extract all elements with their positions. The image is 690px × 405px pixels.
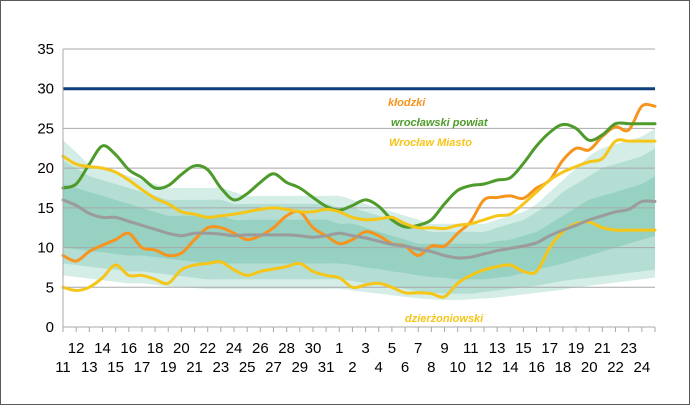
x-tick-label: 14 [94, 340, 111, 357]
x-tick-label: 13 [81, 359, 98, 376]
x-tick-label: 15 [515, 340, 532, 357]
x-tick-label: 1 [335, 340, 343, 357]
x-tick-label: 21 [186, 359, 203, 376]
x-tick-label: 15 [107, 359, 124, 376]
x-tick-label: 11 [55, 359, 71, 376]
x-tick-label: 18 [555, 359, 572, 376]
x-tick-label: 4 [375, 359, 383, 376]
x-tick-label: 10 [449, 359, 466, 376]
band-layer [63, 128, 655, 301]
x-tick-label: 24 [226, 340, 243, 357]
x-tick-label: 9 [440, 340, 448, 357]
y-tick-label: 15 [37, 200, 54, 217]
x-tick-label: 17 [134, 359, 151, 376]
x-tick-label: 18 [147, 340, 164, 357]
y-tick-label: 25 [37, 120, 54, 137]
label-klodzki: kłodzki [388, 97, 426, 109]
series-layer [61, 102, 657, 299]
label-wroclaw-miasto: Wrocław Miasto [389, 137, 472, 149]
y-tick-label: 5 [46, 279, 54, 296]
x-tick-label: 6 [401, 359, 409, 376]
x-tick-label: 19 [568, 340, 585, 357]
x-tick-label: 20 [173, 340, 190, 357]
y-tick-label: 10 [37, 240, 54, 257]
series-line-2 [61, 138, 657, 231]
x-tick-label: 13 [489, 340, 506, 357]
x-tick-label: 2 [348, 359, 356, 376]
band-inner [63, 176, 655, 280]
x-tick-label: 16 [528, 359, 545, 376]
x-tick-label: 22 [607, 359, 624, 376]
series-line-1 [61, 121, 657, 229]
x-tick-label: 14 [502, 359, 519, 376]
x-tick-label: 12 [68, 340, 85, 357]
x-tick-label: 25 [239, 359, 256, 376]
x-tick-label: 11 [463, 340, 479, 357]
x-tick-label: 5 [388, 340, 396, 357]
x-tick-label: 8 [427, 359, 435, 376]
x-tick-label: 30 [305, 340, 322, 357]
series-line-3 [61, 220, 657, 299]
series-line-0 [61, 102, 657, 263]
y-tick-label: 20 [37, 160, 54, 177]
y-tick-label: 0 [46, 319, 54, 336]
label-wroclawski-powiat: wrocławski powiat [391, 117, 489, 129]
x-tick-label: 21 [594, 340, 611, 357]
x-tick-label: 28 [278, 340, 295, 357]
x-tick-label: 20 [581, 359, 598, 376]
x-tick-label: 29 [291, 359, 308, 376]
x-tick-label: 17 [541, 340, 558, 357]
x-tick-label: 31 [318, 359, 335, 376]
x-tick-label: 26 [252, 340, 269, 357]
label-dzierzoniowski: dzierżoniowski [405, 313, 484, 325]
x-tick-label: 7 [414, 340, 422, 357]
x-tick-label: 27 [265, 359, 282, 376]
x-tick-label: 22 [199, 340, 216, 357]
x-tick-label: 16 [120, 340, 137, 357]
y-tick-label: 30 [37, 81, 54, 98]
x-tick-label: 23 [620, 340, 637, 357]
x-tick-label: 3 [361, 340, 369, 357]
series-line-4 [61, 198, 657, 260]
x-tick-label: 12 [476, 359, 493, 376]
y-tick-label: 35 [37, 41, 54, 58]
x-tick-label: 23 [213, 359, 230, 376]
x-tick-label: 24 [634, 359, 651, 376]
x-tick-label: 19 [160, 359, 177, 376]
